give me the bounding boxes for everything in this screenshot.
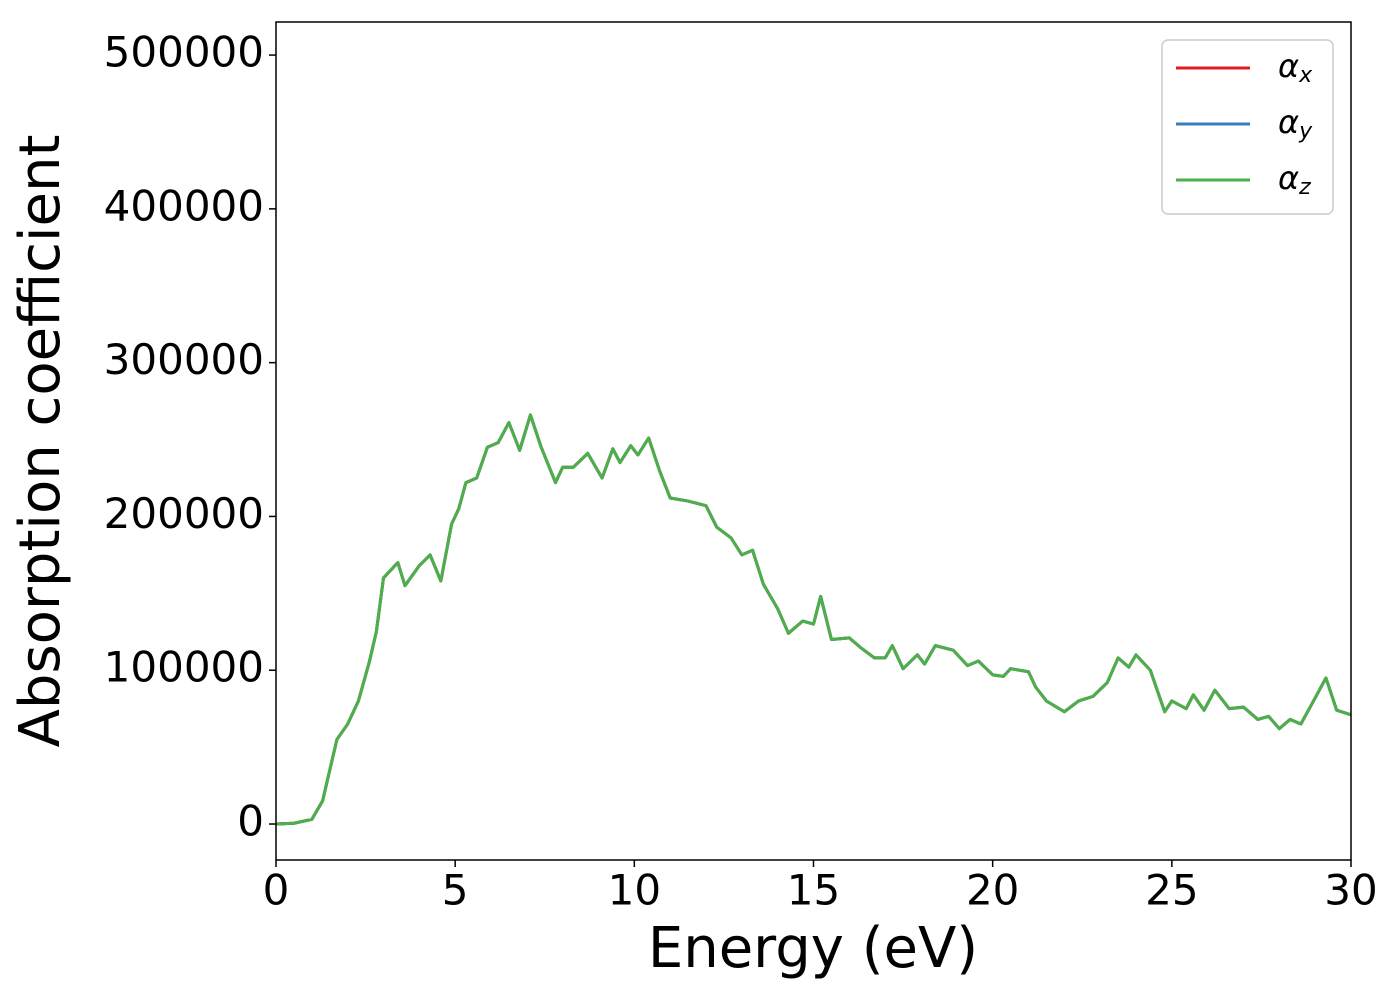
x-axis-label: Energy (eV) [648,916,978,981]
y-tick-label: 0 [237,797,264,846]
x-tick-label: 5 [442,866,469,915]
series-line [276,413,1351,826]
legend-label: αy [1278,103,1313,144]
y-tick-label: 300000 [104,335,264,384]
plot-frame [275,21,1352,861]
x-tick-label: 30 [1324,866,1377,915]
x-tick-label: 10 [608,866,661,915]
y-tick-label: 100000 [104,643,264,692]
y-tick-label: 500000 [104,28,264,77]
legend-label: αx [1278,47,1313,88]
x-tick-label: 0 [263,866,290,915]
x-tick-label: 20 [966,866,1019,915]
legend-label: αz [1278,159,1311,200]
x-tick-label: 25 [1145,866,1198,915]
y-tick-label: 400000 [104,181,264,230]
legend-box [1161,39,1334,215]
x-tick-label: 15 [787,866,840,915]
y-axis-label: Absorption coefficient [8,135,73,748]
y-tick-label: 200000 [104,489,264,538]
